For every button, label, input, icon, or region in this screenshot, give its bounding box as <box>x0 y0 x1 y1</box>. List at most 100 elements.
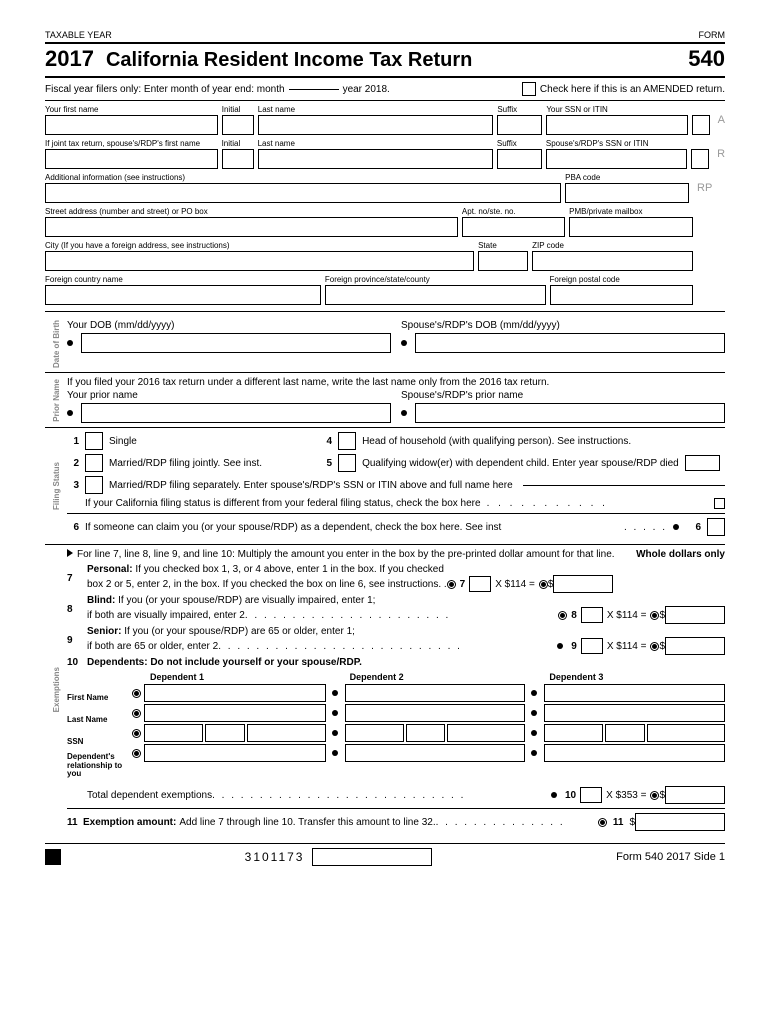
line-9-result[interactable] <box>665 637 725 655</box>
filing-checkbox-1[interactable] <box>85 432 103 450</box>
line-7-title: Personal: <box>87 564 133 575</box>
dep-1-header: Dependent 1 <box>132 672 326 682</box>
dep-3-first[interactable] <box>544 684 725 702</box>
form-label: FORM <box>699 30 726 40</box>
black-square-icon <box>45 849 61 865</box>
foreign-postal-label: Foreign postal code <box>550 275 693 284</box>
side-box-r[interactable] <box>691 149 709 169</box>
state-label: State <box>478 241 528 250</box>
dep-1-ssn-3[interactable] <box>247 724 325 742</box>
pba-input[interactable] <box>565 183 689 203</box>
spouse-first-input[interactable] <box>45 149 218 169</box>
line-10-marker: 10 <box>565 790 576 801</box>
taxable-year-label: TAXABLE YEAR <box>45 30 112 40</box>
dep-3-ssn-2[interactable] <box>605 724 645 742</box>
title-bar: 2017 California Resident Income Tax Retu… <box>45 42 725 78</box>
dep-2-first[interactable] <box>345 684 526 702</box>
spouse-suffix-input[interactable] <box>497 149 542 169</box>
radio-icon <box>132 749 141 758</box>
line-10-mult: X $353 = <box>606 790 646 801</box>
widow-year-input[interactable] <box>685 455 720 471</box>
line-10-box[interactable] <box>580 787 602 803</box>
line-7-result[interactable] <box>553 575 613 593</box>
dep-3-ssn-3[interactable] <box>647 724 725 742</box>
filing-3-name-input[interactable] <box>523 485 725 486</box>
dep-3-rel[interactable] <box>544 744 725 762</box>
spouse-initial-input[interactable] <box>222 149 254 169</box>
line-8-marker: 8 <box>571 610 577 621</box>
apt-input[interactable] <box>462 217 565 237</box>
filing-checkbox-2[interactable] <box>85 454 103 472</box>
spouse-ssn-input[interactable] <box>546 149 687 169</box>
filing-checkbox-4[interactable] <box>338 432 356 450</box>
line-8-result[interactable] <box>665 606 725 624</box>
city-label: City (If you have a foreign address, see… <box>45 241 474 250</box>
dep-1-last[interactable] <box>144 704 326 722</box>
fiscal-month-input[interactable] <box>289 89 339 90</box>
spouse-first-label: If joint tax return, spouse's/RDP's firs… <box>45 139 218 148</box>
dot-icon <box>67 410 73 416</box>
dot-icon <box>557 643 563 649</box>
your-dob-label: Your DOB (mm/dd/yyyy) <box>67 320 391 331</box>
dep-2-rel[interactable] <box>345 744 526 762</box>
city-input[interactable] <box>45 251 474 271</box>
initial-input[interactable] <box>222 115 254 135</box>
amended-checkbox[interactable] <box>522 82 536 96</box>
line-8-mult: X $114 = <box>607 610 647 621</box>
dep-2-last[interactable] <box>345 704 526 722</box>
radio-icon <box>447 580 456 589</box>
line-7-num: 7 <box>67 573 83 584</box>
spouse-last-label: Last name <box>258 139 493 148</box>
radio-icon <box>132 689 141 698</box>
addl-info-input[interactable] <box>45 183 561 203</box>
spouse-prior-input[interactable] <box>415 403 725 423</box>
foreign-country-input[interactable] <box>45 285 321 305</box>
foreign-province-label: Foreign province/state/county <box>325 275 546 284</box>
line-9-box[interactable] <box>581 638 603 654</box>
filing-diff-label: If your California filing status is diff… <box>85 498 481 509</box>
dep-1-first[interactable] <box>144 684 326 702</box>
filing-status-section: Filing Status 1Single 2Married/RDP filin… <box>45 428 725 545</box>
foreign-postal-input[interactable] <box>550 285 693 305</box>
last-name-input[interactable] <box>258 115 494 135</box>
filing-diff-checkbox[interactable] <box>714 498 725 509</box>
filing-label-5: Qualifying widow(er) with dependent chil… <box>362 458 679 469</box>
side-box-a[interactable] <box>692 115 710 135</box>
fiscal-year-row: Fiscal year filers only: Enter month of … <box>45 82 725 101</box>
pmb-input[interactable] <box>569 217 693 237</box>
filing-section-label: Filing Status <box>52 462 61 510</box>
dep-2-ssn-2[interactable] <box>406 724 446 742</box>
dep-1-ssn-1[interactable] <box>144 724 203 742</box>
foreign-province-input[interactable] <box>325 285 546 305</box>
dep-3-last[interactable] <box>544 704 725 722</box>
line-9-num: 9 <box>67 635 83 646</box>
state-input[interactable] <box>478 251 528 271</box>
addl-info-label: Additional information (see instructions… <box>45 173 561 182</box>
dep-3-ssn-1[interactable] <box>544 724 603 742</box>
spouse-dob-input[interactable] <box>415 333 725 353</box>
filing-checkbox-3[interactable] <box>85 476 103 494</box>
prior-intro: If you filed your 2016 tax return under … <box>67 377 725 388</box>
zip-input[interactable] <box>532 251 693 271</box>
dep-2-ssn-3[interactable] <box>447 724 525 742</box>
your-prior-input[interactable] <box>81 403 391 423</box>
line-8-box[interactable] <box>581 607 603 623</box>
line-6-num: 6 <box>689 522 701 533</box>
your-dob-input[interactable] <box>81 333 391 353</box>
dep-2-ssn-1[interactable] <box>345 724 404 742</box>
line-11-num: 11 <box>67 817 83 828</box>
line-7-box[interactable] <box>469 576 491 592</box>
ssn-input[interactable] <box>546 115 687 135</box>
filing-num-3: 3 <box>67 480 79 491</box>
dep-1-rel[interactable] <box>144 744 326 762</box>
line-10-result[interactable] <box>665 786 725 804</box>
suffix-input[interactable] <box>497 115 542 135</box>
first-name-input[interactable] <box>45 115 218 135</box>
street-input[interactable] <box>45 217 458 237</box>
line-8-text-b: if both are visually impaired, enter 2 <box>87 610 245 621</box>
filing-checkbox-5[interactable] <box>338 454 356 472</box>
dep-1-ssn-2[interactable] <box>205 724 245 742</box>
spouse-last-input[interactable] <box>258 149 493 169</box>
line-11-result[interactable] <box>635 813 725 831</box>
line-6-checkbox[interactable] <box>707 518 725 536</box>
